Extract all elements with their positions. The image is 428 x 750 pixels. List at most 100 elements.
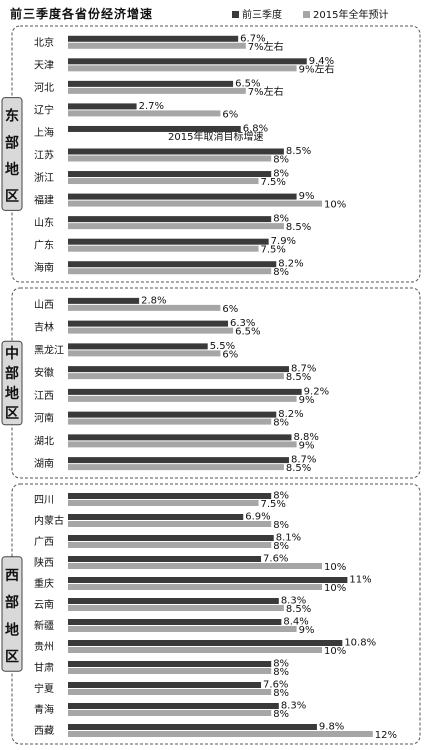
- value-label-q3: 7.9%: [271, 236, 296, 247]
- bar-year: [68, 178, 259, 185]
- province-label: 陕西: [34, 556, 54, 569]
- region-label-char: 部: [5, 365, 19, 382]
- value-label-year: 7.5%: [261, 245, 286, 256]
- region-label-box: [1, 556, 23, 672]
- bar-q3: [68, 493, 272, 499]
- province-label: 黑龙江: [34, 343, 64, 356]
- region-label-char: 东: [5, 107, 19, 124]
- value-label-q3: 6.7%: [240, 33, 265, 44]
- province-label: 河北: [34, 82, 54, 94]
- bar-year: [68, 626, 297, 632]
- bar-year: [68, 395, 297, 402]
- value-label-q3: 9.2%: [304, 386, 329, 397]
- bar-year: [68, 441, 297, 448]
- bar-q3: [68, 343, 208, 350]
- bar-year: [68, 223, 284, 230]
- value-label-q3: 11%: [349, 575, 371, 586]
- bar-year: [68, 110, 221, 117]
- bar-q3: [68, 125, 241, 132]
- legend-swatch-year: [303, 11, 310, 18]
- value-label-year: 8.5%: [286, 222, 311, 233]
- province-label: 青海: [34, 703, 54, 716]
- bar-year: [68, 584, 322, 590]
- legend: 前三季度 2015年全年预计: [232, 8, 388, 21]
- bar-year: [68, 87, 246, 94]
- bar-q3: [68, 577, 348, 583]
- bar-year: [68, 500, 259, 506]
- bar-year: [68, 245, 259, 252]
- province-label: 辽宁: [34, 103, 54, 116]
- region-label-char: 区: [5, 406, 19, 422]
- province-label: 重庆: [34, 577, 54, 590]
- value-label-q3: 9.8%: [319, 722, 344, 733]
- value-label-year: 8%: [273, 267, 289, 278]
- region-border: [11, 287, 421, 479]
- value-label-year: 8%: [273, 418, 289, 429]
- value-label-year: 8%: [273, 667, 289, 678]
- value-label-year: 9%: [299, 440, 315, 451]
- value-label-q3: 8.7%: [291, 364, 316, 375]
- value-label-q3: 8.2%: [278, 409, 303, 420]
- bar-year: [68, 65, 297, 72]
- region-label-char: 地: [5, 161, 19, 178]
- bar-q3: [68, 724, 317, 730]
- bar-year: [68, 373, 284, 380]
- province-label: 湖南: [34, 457, 54, 470]
- bar-q3: [68, 661, 272, 667]
- region-label-char: 区: [5, 189, 19, 205]
- province-label: 安徽: [34, 366, 54, 379]
- province-label: 上海: [34, 126, 54, 139]
- bar-q3: [68, 411, 277, 418]
- value-label-year: 8.5%: [286, 372, 311, 383]
- bar-q3: [68, 514, 244, 520]
- province-label: 北京: [34, 36, 54, 49]
- bar-q3: [68, 193, 297, 200]
- value-label-year: 7%左右: [248, 40, 284, 53]
- value-label-q3: 6.3%: [230, 318, 255, 329]
- province-label: 贵州: [34, 640, 54, 653]
- value-label-year: 6.5%: [235, 327, 260, 338]
- region-label-char: 区: [5, 650, 19, 666]
- value-label-q3: 8.3%: [281, 596, 306, 607]
- value-label-year: 7%左右: [248, 85, 284, 98]
- bar-year: [68, 668, 272, 674]
- value-label-q3: 9%: [299, 191, 315, 202]
- bar-q3: [68, 682, 262, 688]
- value-label-q3: 8.3%: [281, 701, 306, 712]
- value-label-q3: 8%: [273, 491, 289, 502]
- note-label: 2015年取消目标增速: [168, 130, 263, 143]
- bar-q3: [68, 640, 343, 646]
- bar-q3: [68, 535, 274, 541]
- bar-q3: [68, 58, 307, 65]
- province-label: 西藏: [34, 725, 54, 737]
- bar-year: [68, 563, 322, 569]
- province-label: 广西: [34, 536, 54, 548]
- province-label: 天津: [34, 59, 54, 71]
- province-label: 江西: [34, 390, 54, 402]
- value-label-q3: 2.8%: [141, 295, 166, 306]
- bar-year: [68, 350, 221, 357]
- bar-q3: [68, 103, 137, 110]
- value-label-year: 8.5%: [286, 604, 311, 615]
- bar-q3: [68, 216, 272, 223]
- region-label-char: 地: [5, 621, 19, 638]
- value-label-q3: 6.8%: [243, 123, 268, 134]
- value-label-q3: 8.2%: [278, 259, 303, 270]
- value-label-q3: 6.5%: [235, 78, 260, 89]
- bar-q3: [68, 619, 282, 625]
- value-label-year: 9%左右: [299, 62, 335, 75]
- region-label-char: 部: [5, 134, 19, 151]
- bar-year: [68, 710, 272, 716]
- bar-q3: [68, 320, 229, 327]
- legend-label-year: 2015年全年预计: [313, 8, 388, 21]
- province-label: 海南: [34, 261, 54, 274]
- value-label-year: 6%: [222, 304, 238, 315]
- bar-q3: [68, 148, 284, 155]
- value-label-year: 8.5%: [286, 463, 311, 474]
- bar-year: [68, 200, 322, 207]
- bar-q3: [68, 80, 234, 87]
- bar-q3: [68, 457, 289, 464]
- province-label: 内蒙古: [34, 514, 64, 527]
- bar-year: [68, 464, 284, 471]
